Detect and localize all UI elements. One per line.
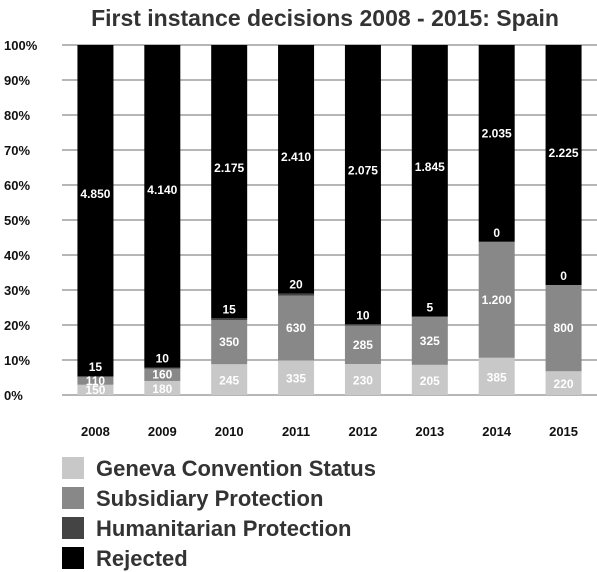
data-label: 0: [493, 226, 500, 240]
y-tick-label: 70%: [4, 143, 30, 158]
bar-segment: [144, 45, 181, 368]
y-tick-label: 40%: [4, 248, 30, 263]
bar-segment: [344, 45, 381, 325]
bar-segment: [411, 45, 448, 317]
bar-segment: [211, 364, 248, 395]
data-label: 335: [286, 372, 306, 386]
data-label: 2.175: [214, 161, 244, 175]
data-label: 285: [353, 338, 373, 352]
bar-segment: [344, 324, 381, 326]
legend-label: Rejected: [96, 546, 188, 571]
bar-segment: [545, 45, 582, 285]
data-label: 350: [219, 335, 239, 349]
data-label: 2.410: [281, 150, 311, 164]
x-tick-label: 2015: [549, 424, 578, 439]
x-tick-label: 2013: [415, 424, 444, 439]
bar-segment: [344, 325, 381, 365]
x-tick-label: 2014: [482, 424, 512, 439]
y-tick-label: 50%: [4, 213, 30, 228]
data-label: 800: [554, 321, 574, 335]
bar-segment: [144, 368, 181, 381]
legend-label: Geneva Convention Status: [96, 456, 376, 481]
data-label: 2.035: [482, 127, 512, 141]
data-label: 1.845: [415, 160, 445, 174]
data-label: 10: [156, 352, 170, 366]
data-label: 220: [554, 377, 574, 391]
y-tick-label: 30%: [4, 283, 30, 298]
bar-segment: [411, 317, 448, 365]
x-tick-label: 2008: [81, 424, 110, 439]
legend-swatch: [62, 547, 84, 569]
data-label: 180: [152, 382, 172, 396]
y-axis-ticks: 0% 10% 20% 30% 40% 50% 60% 70% 80% 90% 100%: [4, 38, 38, 403]
legend-label: Subsidiary Protection: [96, 486, 323, 511]
x-tick-label: 2010: [215, 424, 244, 439]
data-label: 205: [420, 374, 440, 388]
bar-segment: [478, 45, 515, 242]
bar-segment: [278, 360, 315, 395]
legend-swatch: [62, 457, 84, 479]
bar-segment: [77, 384, 114, 395]
bars: [77, 45, 582, 395]
y-tick-label: 10%: [4, 353, 30, 368]
data-label: 4.850: [80, 187, 110, 201]
data-label: 15: [89, 360, 103, 374]
data-label: 110: [86, 374, 106, 388]
data-label: 10: [356, 308, 370, 322]
legend: Geneva Convention Status Subsidiary Prote…: [62, 456, 376, 571]
y-tick-label: 60%: [4, 178, 30, 193]
bar-segment: [144, 367, 181, 369]
bar-segment: [478, 241, 515, 358]
data-label: 15: [223, 302, 237, 316]
data-labels: 150110154.850180160104.140245350152.1753…: [80, 127, 578, 397]
bar-segment: [278, 45, 315, 294]
gridlines: [62, 44, 597, 396]
legend-swatch: [62, 517, 84, 539]
data-label: 160: [152, 368, 172, 382]
bar-segment: [77, 377, 114, 385]
bar-segment: [411, 364, 448, 395]
data-label: 20: [289, 277, 303, 291]
x-tick-label: 2012: [348, 424, 377, 439]
data-label: 245: [219, 374, 239, 388]
chart-title: First instance decisions 2008 - 2015: Sp…: [91, 5, 559, 31]
data-label: 150: [85, 383, 105, 397]
bar-segment: [211, 318, 248, 321]
bar-segment: [77, 45, 114, 377]
y-tick-label: 80%: [4, 108, 30, 123]
data-label: 630: [286, 321, 306, 335]
bar-segment: [278, 295, 315, 361]
data-label: 230: [353, 374, 373, 388]
bar-segment: [545, 284, 582, 372]
legend-swatch: [62, 487, 84, 509]
data-label: 4.140: [147, 183, 177, 197]
bar-segment: [144, 380, 181, 395]
bar-segment: [278, 293, 315, 296]
bar-segment: [77, 376, 114, 378]
bar-segment: [211, 320, 248, 365]
bar-segment: [344, 364, 381, 395]
data-label: 2.075: [348, 164, 378, 178]
bar-segment: [545, 371, 582, 395]
x-tick-label: 2011: [282, 424, 310, 439]
data-label: 385: [487, 370, 507, 384]
y-tick-label: 0%: [4, 388, 23, 403]
x-axis-ticks: 2008 2009 2010 2011 2012 2013 2014 2015: [81, 424, 578, 439]
data-label: 5: [426, 300, 433, 314]
y-tick-label: 90%: [4, 73, 30, 88]
data-label: 1.200: [482, 293, 512, 307]
x-tick-label: 2009: [148, 424, 177, 439]
bar-segment: [411, 316, 448, 318]
bar-segment: [211, 45, 248, 319]
data-label: 2.225: [549, 146, 579, 160]
y-tick-label: 100%: [4, 38, 38, 53]
data-label: 0: [560, 269, 567, 283]
y-tick-label: 20%: [4, 318, 30, 333]
bar-segment: [478, 357, 515, 395]
data-label: 325: [420, 334, 440, 348]
legend-label: Humanitarian Protection: [96, 516, 351, 541]
